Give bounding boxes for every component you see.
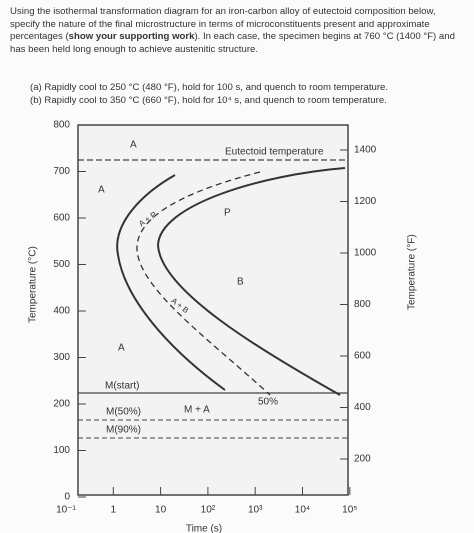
y-tick-left: 300 — [53, 352, 70, 363]
y-tick-left: 500 — [53, 259, 70, 270]
x-tick: 10⁵ — [342, 505, 357, 516]
y-tick-left: 0 — [64, 492, 70, 503]
region-label: A — [98, 185, 105, 196]
y-tick-left: 700 — [53, 166, 70, 177]
start-curve — [116, 174, 226, 391]
y-tick-left: 200 — [53, 399, 70, 410]
x-tick: 10⁴ — [295, 505, 310, 516]
x-tick: 10⁻¹ — [56, 505, 76, 516]
y-tick-right: 1400 — [354, 145, 377, 156]
y-tick-right: 600 — [354, 351, 371, 362]
y-label-left: Temperature (°C) — [28, 246, 39, 323]
x-tick: 1 — [111, 505, 117, 516]
x-tick: 10³ — [248, 505, 263, 516]
region-label: Eutectoid temperature — [225, 147, 324, 158]
region-label: M(50%) — [106, 407, 141, 418]
y-tick-left: 600 — [53, 213, 70, 224]
x-tick: 10² — [201, 505, 216, 516]
plot-frame — [77, 124, 349, 496]
problem-text: Using the isothermal transformation diag… — [10, 6, 462, 56]
y-label-right: Temperature (°F) — [407, 234, 418, 310]
region-label: M + A — [184, 405, 210, 416]
region-label: M(start) — [105, 381, 139, 392]
region-label: A — [130, 140, 137, 151]
intro: ). In each case, the specimen begins at … — [10, 31, 455, 55]
x-label: Time (s) — [186, 524, 222, 533]
region-label: 50% — [258, 397, 278, 408]
region-label: P — [224, 208, 231, 219]
region-label: M(90%) — [106, 425, 141, 436]
y-tick-right: 1200 — [354, 196, 377, 207]
finish-curve — [156, 167, 346, 396]
intro-bold: show your supporting work — [68, 31, 195, 42]
fifty-curve — [136, 171, 271, 396]
region-label: B — [237, 277, 244, 288]
y-tick-left: 400 — [53, 306, 70, 317]
intro: Using the isothermal transformation diag… — [10, 6, 436, 42]
part: (b) Rapidly cool to 350 °C (660 °F), hol… — [30, 94, 387, 106]
y-tick-right: 200 — [354, 454, 371, 465]
part: (a) Rapidly cool to 250 °C (480 °F), hol… — [30, 82, 389, 93]
parts: (a) Rapidly cool to 250 °C (480 °F), hol… — [30, 82, 388, 107]
x-tick: 10 — [155, 505, 167, 516]
region-label: A — [118, 343, 125, 354]
y-tick-right: 400 — [354, 402, 371, 413]
y-tick-left: 800 — [53, 120, 70, 131]
y-tick-right: 800 — [354, 299, 371, 310]
y-tick-left: 100 — [53, 445, 70, 456]
y-tick-right: 1000 — [354, 248, 377, 259]
